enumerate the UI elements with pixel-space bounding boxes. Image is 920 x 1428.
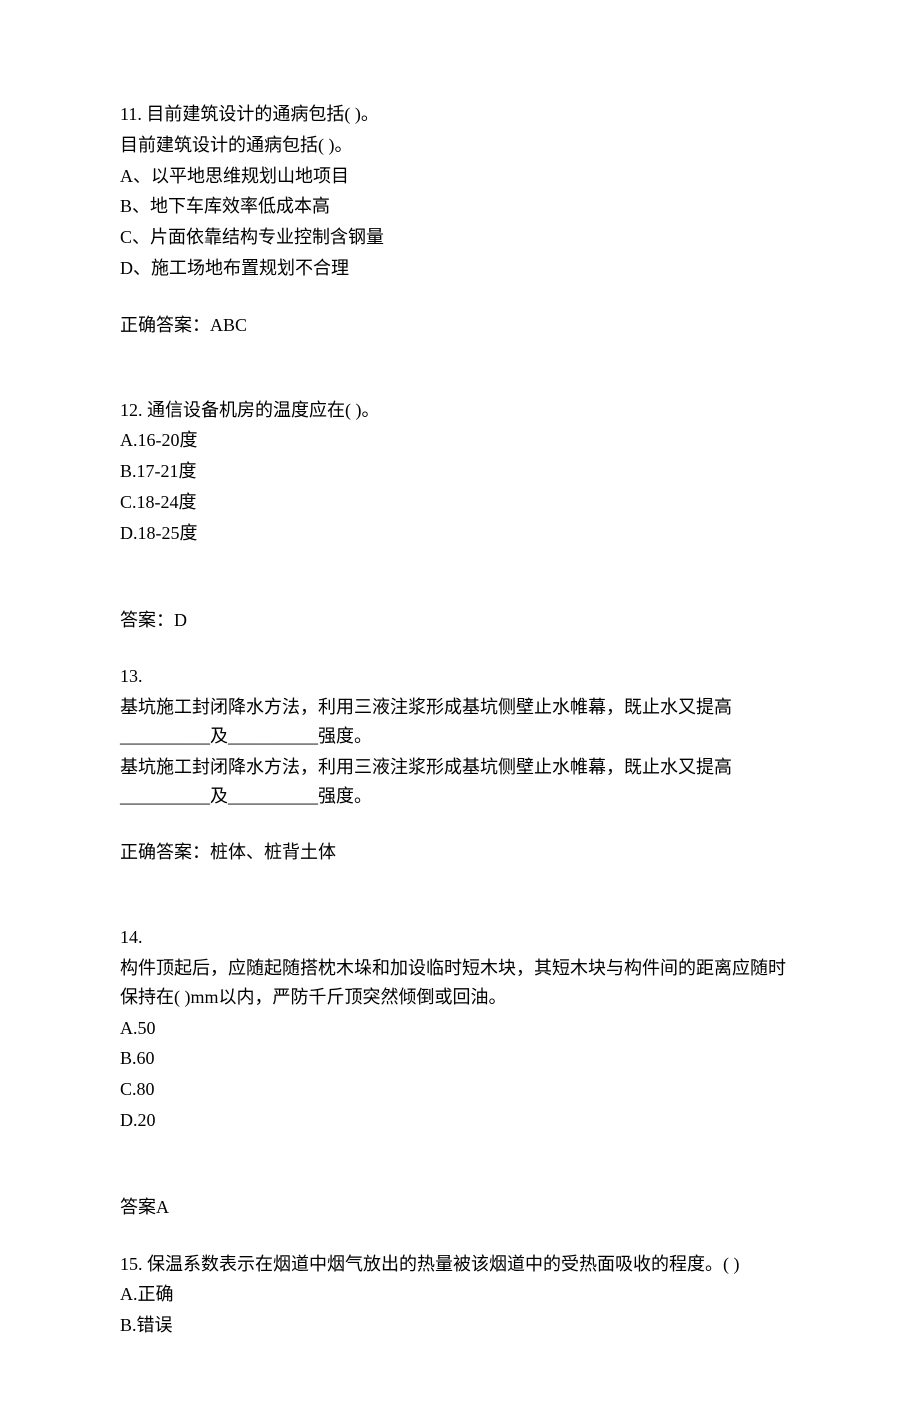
question-stem: 构件顶起后，应随起随搭枕木垛和加设临时短木块，其短木块与构件间的距离应随时保持在… bbox=[120, 954, 800, 1012]
question-14: 14. 构件顶起后，应随起随搭枕木垛和加设临时短木块，其短木块与构件间的距离应随… bbox=[120, 923, 800, 1221]
option-c: C.18-24度 bbox=[120, 488, 800, 517]
option-a: A.50 bbox=[120, 1014, 800, 1043]
question-stem: 通信设备机房的温度应在( )。 bbox=[147, 400, 380, 420]
option-b: B、地下车库效率低成本高 bbox=[120, 192, 800, 221]
option-b: B.错误 bbox=[120, 1311, 800, 1340]
question-title: 12. 通信设备机房的温度应在( )。 bbox=[120, 396, 800, 425]
option-d: D、施工场地布置规划不合理 bbox=[120, 254, 800, 283]
question-11: 11. 目前建筑设计的通病包括( )。 目前建筑设计的通病包括( )。 A、以平… bbox=[120, 100, 800, 340]
question-repeat: 目前建筑设计的通病包括( )。 bbox=[120, 131, 800, 160]
question-title: 15. 保温系数表示在烟道中烟气放出的热量被该烟道中的受热面吸收的程度。( ) bbox=[120, 1250, 800, 1279]
question-15: 15. 保温系数表示在烟道中烟气放出的热量被该烟道中的受热面吸收的程度。( ) … bbox=[120, 1250, 800, 1340]
question-title: 11. 目前建筑设计的通病包括( )。 bbox=[120, 100, 800, 129]
question-stem: 保温系数表示在烟道中烟气放出的热量被该烟道中的受热面吸收的程度。( ) bbox=[147, 1254, 740, 1274]
question-number: 11. bbox=[120, 104, 142, 124]
option-d: D.18-25度 bbox=[120, 519, 800, 548]
question-line1: 基坑施工封闭降水方法，利用三液注浆形成基坑侧壁止水帷幕，既止水又提高______… bbox=[120, 693, 800, 751]
option-d: D.20 bbox=[120, 1106, 800, 1135]
question-number: 13. bbox=[120, 662, 800, 691]
question-line2: 基坑施工封闭降水方法，利用三液注浆形成基坑侧壁止水帷幕，既止水又提高______… bbox=[120, 753, 800, 811]
question-number: 14. bbox=[120, 923, 800, 952]
answer-text: 答案：D bbox=[120, 606, 800, 635]
answer-text: 答案A bbox=[120, 1193, 800, 1222]
option-a: A、以平地思维规划山地项目 bbox=[120, 162, 800, 191]
question-12: 12. 通信设备机房的温度应在( )。 A.16-20度 B.17-21度 C.… bbox=[120, 396, 800, 635]
question-stem: 目前建筑设计的通病包括( )。 bbox=[146, 104, 379, 124]
option-b: B.17-21度 bbox=[120, 457, 800, 486]
option-b: B.60 bbox=[120, 1044, 800, 1073]
option-c: C、片面依靠结构专业控制含钢量 bbox=[120, 223, 800, 252]
question-number: 15. bbox=[120, 1254, 143, 1274]
question-number: 12. bbox=[120, 400, 143, 420]
option-a: A.16-20度 bbox=[120, 426, 800, 455]
option-c: C.80 bbox=[120, 1075, 800, 1104]
question-13: 13. 基坑施工封闭降水方法，利用三液注浆形成基坑侧壁止水帷幕，既止水又提高__… bbox=[120, 662, 800, 867]
answer-text: 正确答案：桩体、桩背土体 bbox=[120, 838, 800, 867]
option-a: A.正确 bbox=[120, 1280, 800, 1309]
answer-text: 正确答案：ABC bbox=[120, 311, 800, 340]
